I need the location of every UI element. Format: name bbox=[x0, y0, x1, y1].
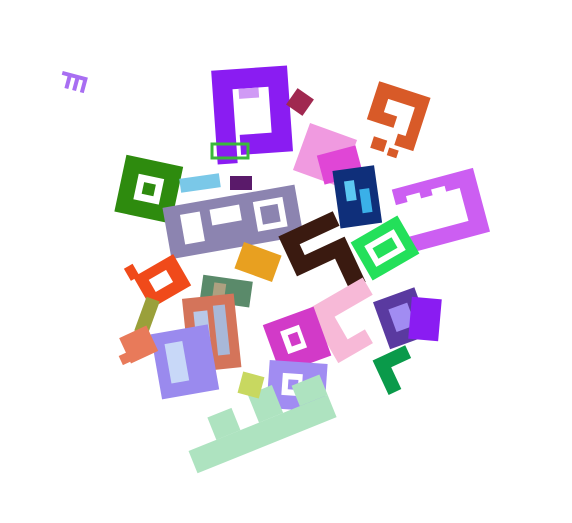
glyph-navy bbox=[332, 165, 383, 229]
glyph-pink bbox=[307, 277, 373, 364]
glyph-olive-fragment bbox=[134, 296, 160, 336]
glyph-amber-fragment bbox=[234, 242, 282, 282]
glyph-small-purple bbox=[61, 70, 88, 94]
glyph-sky-fragment bbox=[179, 173, 221, 193]
glyph-orchid-right bbox=[391, 167, 491, 254]
glyph-slate-center bbox=[162, 184, 304, 260]
glyph-orange bbox=[366, 81, 431, 159]
glyph-violet-right-fragment bbox=[408, 296, 442, 342]
glyph-fuchsia bbox=[262, 306, 332, 375]
glyph-periwinkle bbox=[150, 324, 220, 400]
glyph-red-left bbox=[123, 254, 192, 309]
glyph-rose-fragment bbox=[286, 88, 314, 116]
glyph-brown bbox=[278, 211, 366, 290]
glyph-plum-fragment bbox=[230, 176, 252, 190]
glyph-lime-fragment bbox=[237, 371, 265, 399]
glyph-bright-green bbox=[350, 215, 420, 281]
glyph-green-right bbox=[372, 345, 412, 395]
glyph-green-outline bbox=[210, 142, 250, 160]
glyph-violet-top bbox=[211, 65, 293, 165]
glyph-green-left bbox=[114, 154, 184, 224]
glyph-coral-left bbox=[118, 325, 159, 366]
